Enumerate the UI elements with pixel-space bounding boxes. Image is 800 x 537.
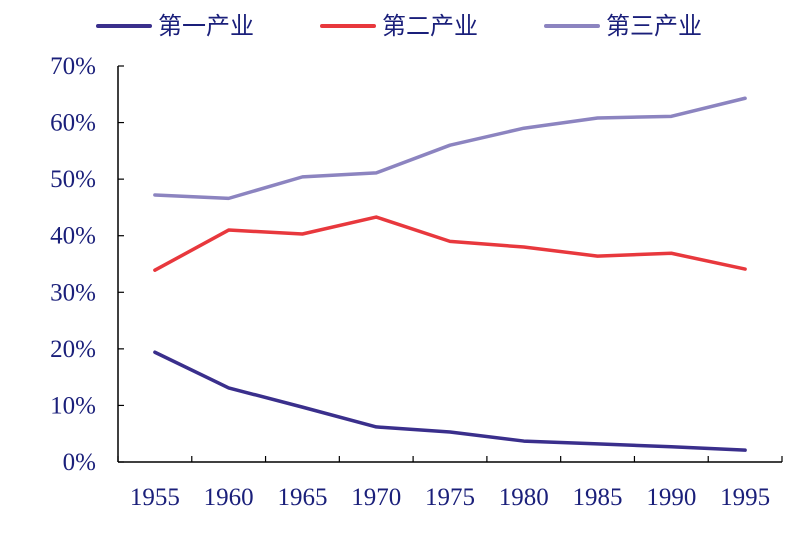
y-tick-label: 0%	[63, 449, 96, 476]
legend-label-1: 第一产业	[158, 13, 254, 40]
x-tick-label: 1990	[646, 484, 696, 511]
legend-label-3: 第三产业	[606, 13, 702, 40]
y-tick-label: 40%	[50, 223, 96, 250]
x-tick-label: 1980	[499, 484, 549, 511]
y-tick-label: 70%	[50, 53, 96, 80]
y-tick-label: 30%	[50, 279, 96, 306]
y-tick-label: 60%	[50, 110, 96, 137]
y-tick-label: 20%	[50, 336, 96, 363]
series-line-2	[153, 215, 747, 272]
x-tick-label: 1960	[204, 484, 254, 511]
series-line-3	[153, 96, 747, 201]
series-line-1	[153, 350, 747, 452]
legend-label-2: 第二产业	[382, 13, 478, 40]
x-tick-label: 1995	[720, 484, 770, 511]
x-tick-label: 1965	[277, 484, 327, 511]
y-tick-label: 10%	[50, 392, 96, 419]
x-tick-label: 1955	[130, 484, 180, 511]
x-tick-label: 1970	[351, 484, 401, 511]
y-tick-label: 50%	[50, 166, 96, 193]
x-tick-label: 1985	[573, 484, 623, 511]
x-tick-label: 1975	[425, 484, 475, 511]
